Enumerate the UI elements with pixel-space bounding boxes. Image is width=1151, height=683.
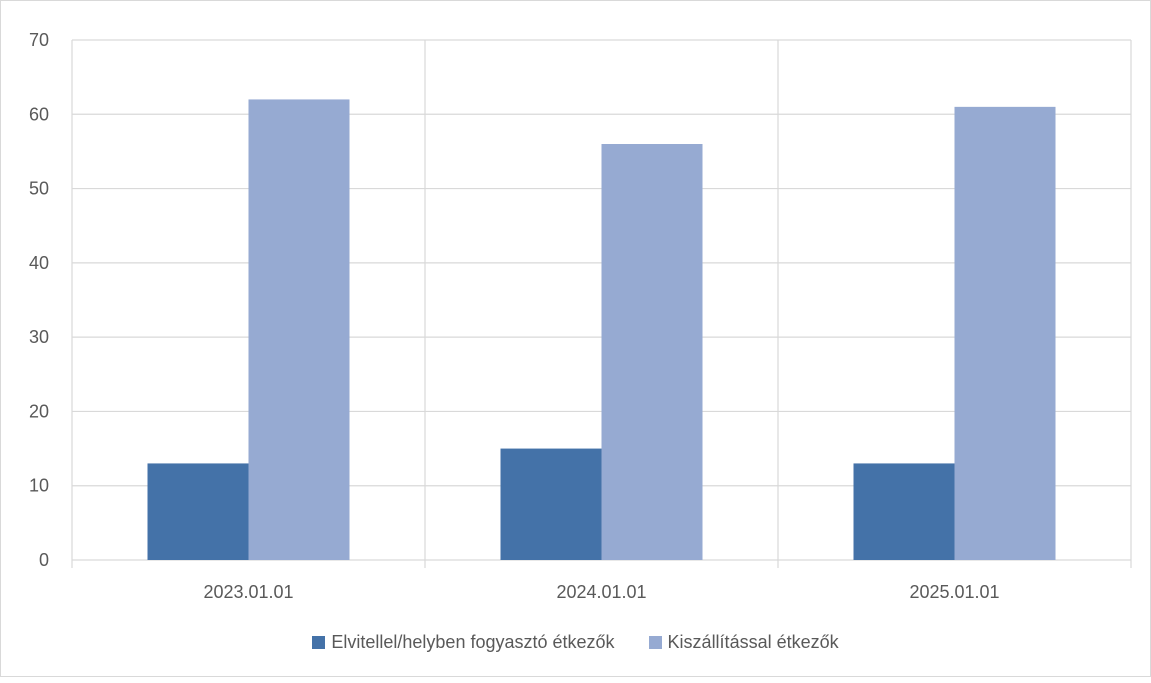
legend-label-series-1: Elvitellel/helyben fogyasztó étkezők — [331, 632, 615, 652]
bar-series-1-2024.01.01 — [500, 448, 602, 560]
y-tick-label: 10 — [29, 476, 49, 496]
legend-swatch-series-1 — [312, 636, 326, 649]
bar-series-2-2023.01.01 — [248, 99, 350, 560]
y-tick-label: 50 — [29, 179, 49, 199]
x-tick-label: 2023.01.01 — [203, 582, 293, 602]
bar-series-2-2024.01.01 — [601, 144, 703, 560]
y-tick-label: 30 — [29, 327, 49, 347]
y-tick-label: 40 — [29, 253, 49, 273]
legend-item-series-1: Elvitellel/helyben fogyasztó étkezők — [312, 632, 615, 653]
bar-series-1-2023.01.01 — [147, 463, 249, 560]
chart-legend: Elvitellel/helyben fogyasztó étkezők Kis… — [0, 632, 1151, 653]
legend-label-series-2: Kiszállítással étkezők — [667, 632, 839, 652]
bar-series-1-2025.01.01 — [853, 463, 955, 560]
y-tick-label: 20 — [29, 401, 49, 421]
x-tick-label: 2024.01.01 — [556, 582, 646, 602]
x-tick-label: 2025.01.01 — [909, 582, 999, 602]
legend-item-series-2: Kiszállítással étkezők — [648, 632, 839, 653]
y-tick-label: 70 — [29, 30, 49, 50]
y-tick-label: 0 — [39, 550, 49, 570]
y-tick-label: 60 — [29, 104, 49, 124]
legend-swatch-series-2 — [648, 636, 662, 649]
bar-series-2-2025.01.01 — [954, 106, 1056, 560]
